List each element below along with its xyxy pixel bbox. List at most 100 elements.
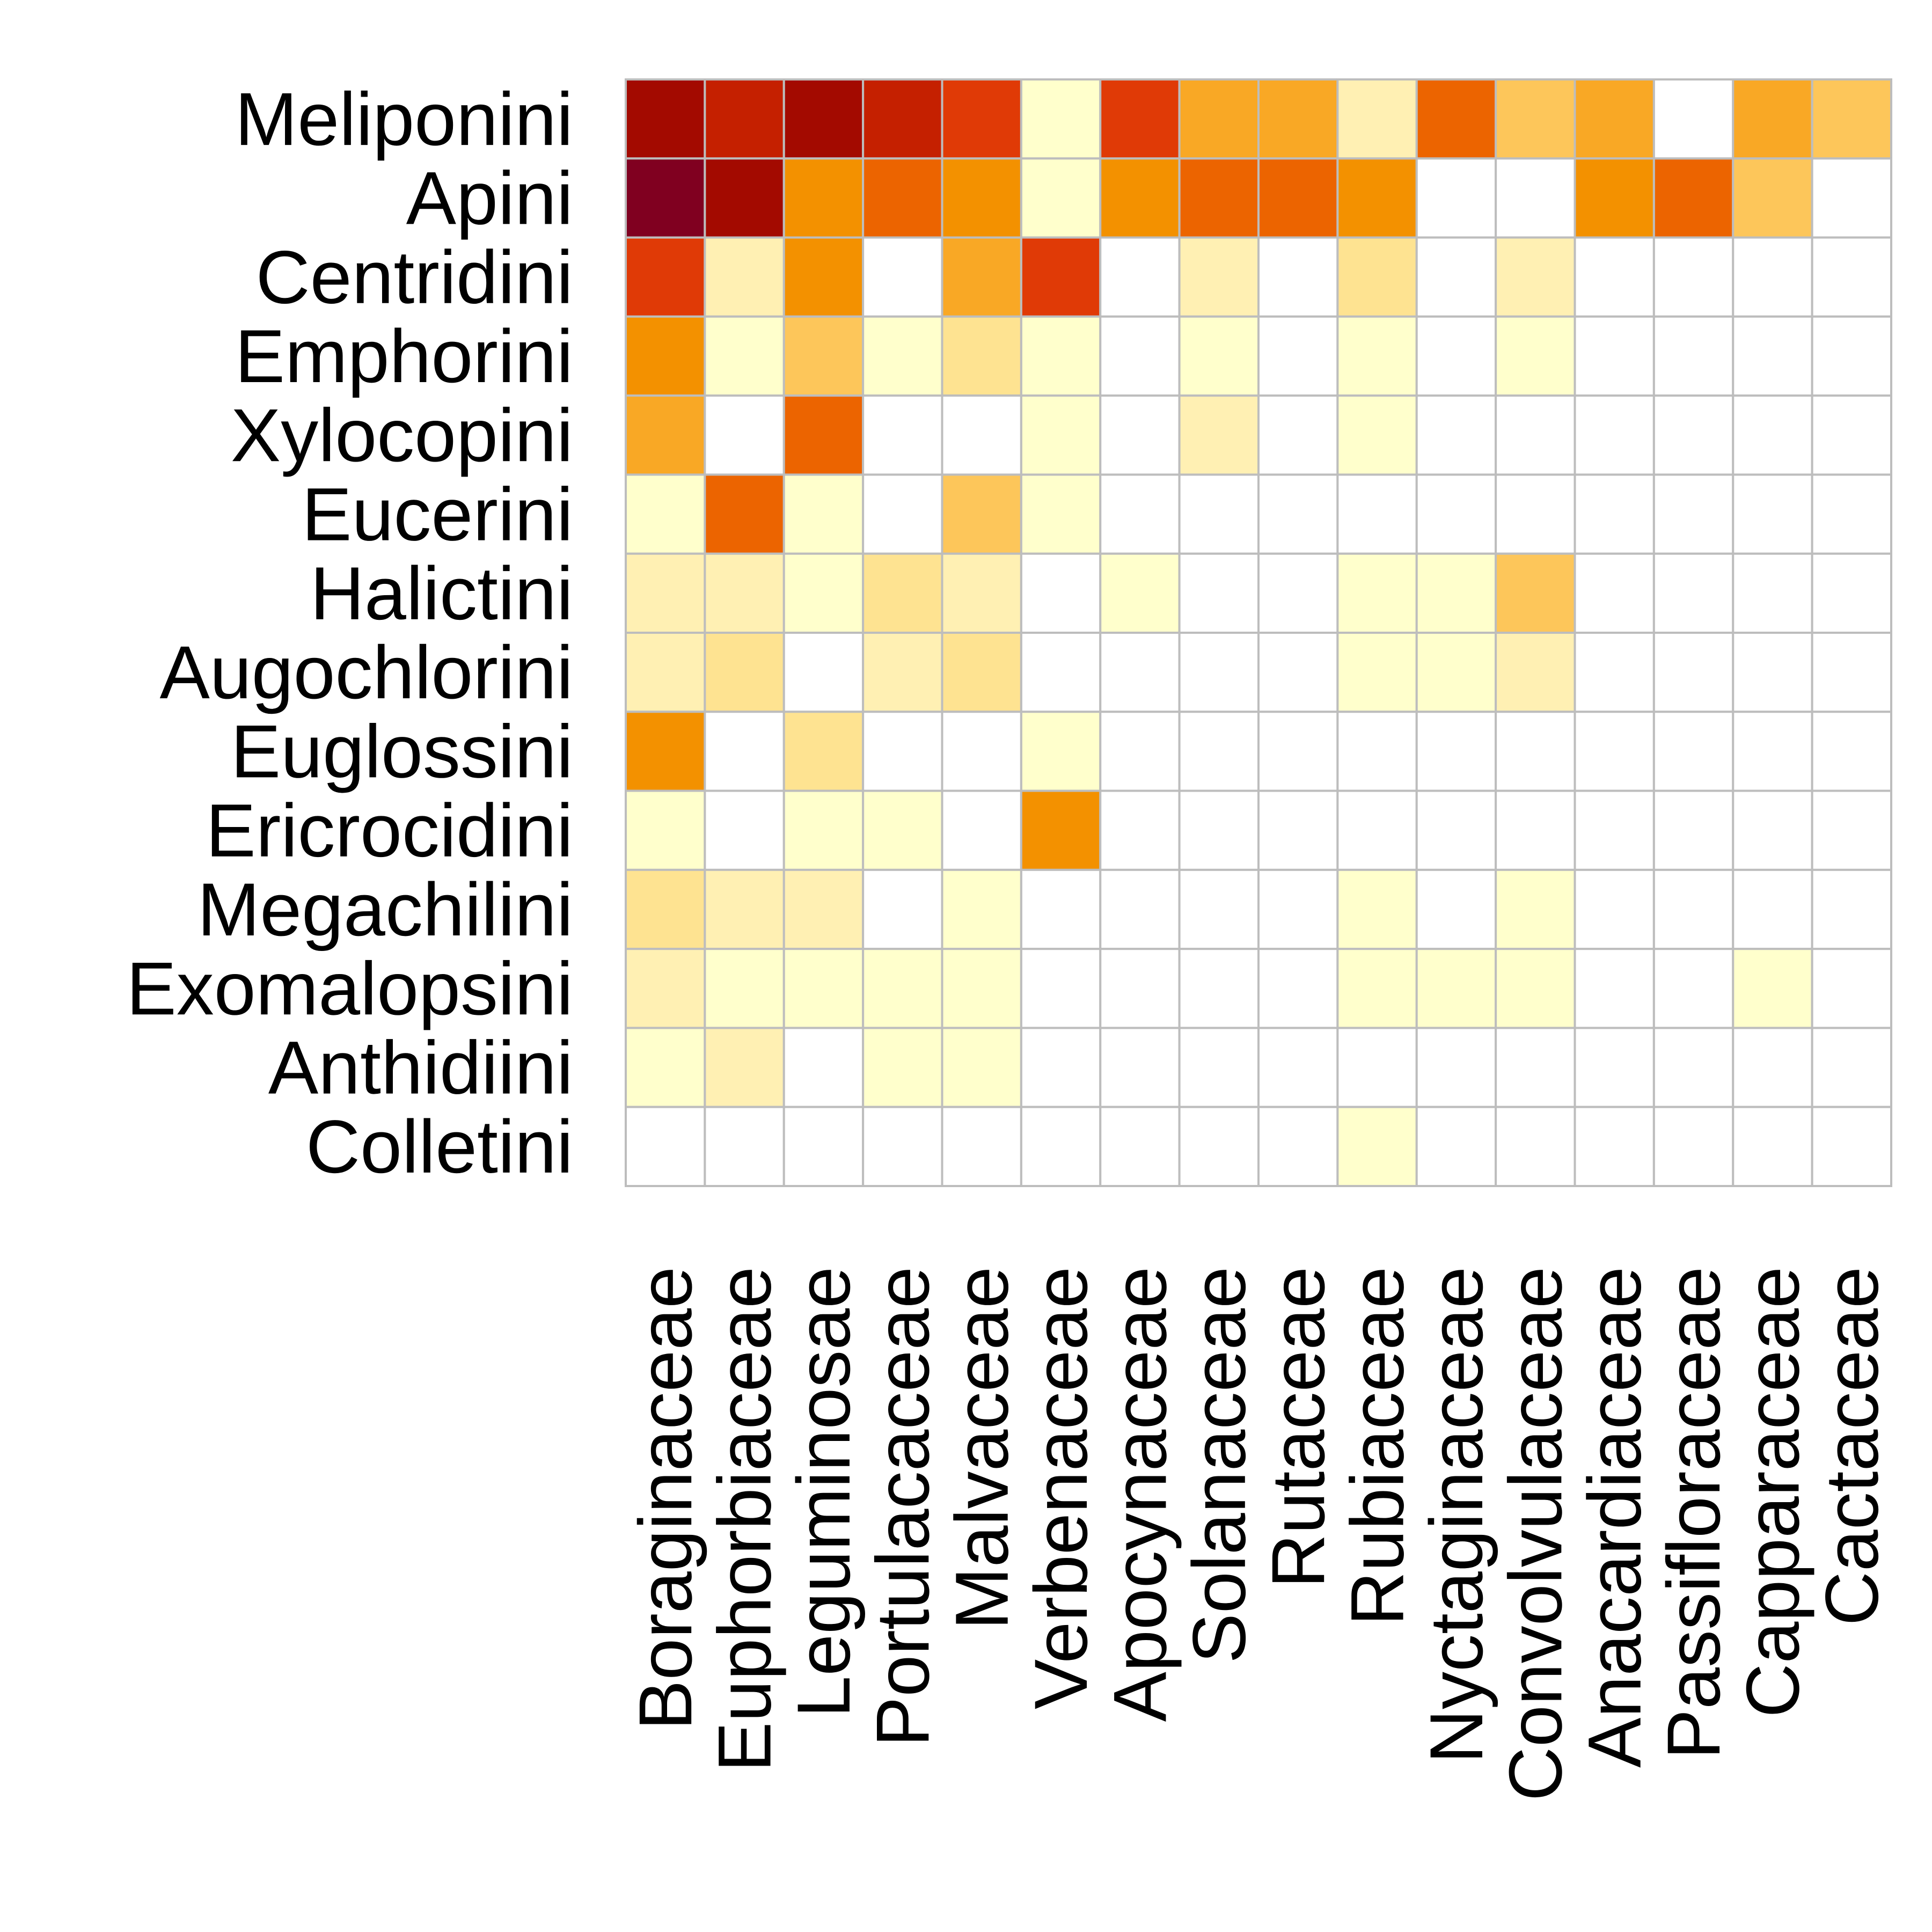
heatmap-cell-centridini-malvaceae xyxy=(941,236,1022,318)
heatmap-cell-eucerini-cactaceae xyxy=(1811,473,1892,555)
heatmap-cell-centridini-leguminosae xyxy=(782,236,865,318)
heatmap-cell-eucerini-verbenaceae xyxy=(1020,473,1102,555)
heatmap-cell-apini-anacardiaceae xyxy=(1574,157,1655,239)
heatmap-cell-megachilini-cactaceae xyxy=(1811,868,1892,950)
column-label-leguminosae: Leguminosae xyxy=(781,1267,866,1718)
heatmap-cell-halictini-anacardiaceae xyxy=(1574,552,1655,634)
heatmap-cell-ericrocidini-capparaceae xyxy=(1732,789,1813,871)
heatmap-cell-anthidiini-rutaceae xyxy=(1257,1027,1339,1108)
heatmap-cell-euglossini-apocynaceae xyxy=(1099,711,1181,792)
heatmap-cell-emphorini-solanaceae xyxy=(1178,315,1260,397)
heatmap-cell-exomalopsini-portulacaceae xyxy=(862,948,943,1029)
heatmap-cell-megachilini-verbenaceae xyxy=(1020,868,1102,950)
heatmap-cell-meliponini-euphorbiaceae xyxy=(704,78,785,160)
heatmap-cell-meliponini-verbenaceae xyxy=(1020,78,1102,160)
column-label-nyctaginaceae: Nyctaginaceae xyxy=(1414,1267,1498,1763)
heatmap-cell-eucerini-solanaceae xyxy=(1178,473,1260,555)
heatmap-cell-meliponini-cactaceae xyxy=(1811,78,1892,160)
heatmap-cell-ericrocidini-rubiaceae xyxy=(1336,789,1418,871)
column-label-portulacaceae: Portulacaceae xyxy=(860,1267,945,1747)
heatmap-cell-xylocopini-malvaceae xyxy=(941,394,1022,476)
heatmap-cell-eucerini-rubiaceae xyxy=(1336,473,1418,555)
column-label-convolvulaceae: Convolvulaceae xyxy=(1493,1267,1577,1801)
heatmap-cell-apini-rutaceae xyxy=(1257,157,1339,239)
heatmap-cell-halictini-euphorbiaceae xyxy=(704,552,785,634)
heatmap-cell-ericrocidini-apocynaceae xyxy=(1099,789,1181,871)
heatmap-cell-anthidiini-convolvulaceae xyxy=(1495,1027,1576,1108)
row-label-augochlorini: Augochlorini xyxy=(160,630,573,714)
heatmap-cell-augochlorini-capparaceae xyxy=(1732,632,1813,713)
heatmap-cell-centridini-convolvulaceae xyxy=(1495,236,1576,318)
row-label-ericrocidini: Ericrocidini xyxy=(206,788,573,873)
heatmap-cell-apini-euphorbiaceae xyxy=(704,157,785,239)
heatmap-cell-megachilini-apocynaceae xyxy=(1099,868,1181,950)
heatmap-cell-euglossini-euphorbiaceae xyxy=(704,711,785,792)
heatmap-cell-exomalopsini-convolvulaceae xyxy=(1495,948,1576,1029)
heatmap-cell-centridini-boraginaceae xyxy=(625,236,706,318)
heatmap-cell-ericrocidini-portulacaceae xyxy=(862,789,943,871)
heatmap-cell-exomalopsini-nyctaginaceae xyxy=(1415,948,1497,1029)
heatmap-cell-xylocopini-boraginaceae xyxy=(625,394,706,476)
heatmap-cell-ericrocidini-leguminosae xyxy=(782,789,865,871)
heatmap-cell-centridini-verbenaceae xyxy=(1020,236,1102,318)
heatmap-cell-augochlorini-passifloraceae xyxy=(1652,632,1735,713)
column-label-verbenaceae: Verbenaceae xyxy=(1019,1267,1103,1709)
heatmap-cell-colletini-euphorbiaceae xyxy=(704,1106,785,1188)
heatmap-cell-exomalopsini-rutaceae xyxy=(1257,948,1339,1029)
heatmap-cell-exomalopsini-rubiaceae xyxy=(1336,948,1418,1029)
heatmap-cell-euglossini-leguminosae xyxy=(782,711,865,792)
heatmap-cell-augochlorini-solanaceae xyxy=(1178,632,1260,713)
heatmap-cell-exomalopsini-verbenaceae xyxy=(1020,948,1102,1029)
heatmap-cell-apini-rubiaceae xyxy=(1336,157,1418,239)
heatmap-cell-xylocopini-euphorbiaceae xyxy=(704,394,785,476)
heatmap-cell-meliponini-portulacaceae xyxy=(862,78,943,160)
heatmap-cell-halictini-boraginaceae xyxy=(625,552,706,634)
heatmap-cell-ericrocidini-solanaceae xyxy=(1178,789,1260,871)
heatmap-cell-exomalopsini-anacardiaceae xyxy=(1574,948,1655,1029)
heatmap-cell-meliponini-rutaceae xyxy=(1257,78,1339,160)
column-label-passifloraceae: Passifloraceae xyxy=(1651,1267,1736,1759)
heatmap-cell-exomalopsini-malvaceae xyxy=(941,948,1022,1029)
heatmap-cell-eucerini-capparaceae xyxy=(1732,473,1813,555)
heatmap-cell-apini-nyctaginaceae xyxy=(1415,157,1497,239)
heatmap-cell-exomalopsini-boraginaceae xyxy=(625,948,706,1029)
heatmap-cell-xylocopini-anacardiaceae xyxy=(1574,394,1655,476)
heatmap-cell-ericrocidini-convolvulaceae xyxy=(1495,789,1576,871)
column-label-solanaceae: Solanaceae xyxy=(1177,1267,1261,1664)
heatmap-cell-meliponini-malvaceae xyxy=(941,78,1022,160)
heatmap-cell-halictini-malvaceae xyxy=(941,552,1022,634)
heatmap-cell-centridini-nyctaginaceae xyxy=(1415,236,1497,318)
heatmap-cell-exomalopsini-capparaceae xyxy=(1732,948,1813,1029)
column-label-cactaceae: Cactaceae xyxy=(1810,1267,1894,1626)
heatmap-cell-apini-verbenaceae xyxy=(1020,157,1102,239)
heatmap-cell-centridini-rutaceae xyxy=(1257,236,1339,318)
heatmap-cell-emphorini-apocynaceae xyxy=(1099,315,1181,397)
heatmap-cell-halictini-nyctaginaceae xyxy=(1415,552,1497,634)
heatmap-cell-augochlorini-malvaceae xyxy=(941,632,1022,713)
heatmap-cell-emphorini-leguminosae xyxy=(782,315,865,397)
heatmap-cell-centridini-anacardiaceae xyxy=(1574,236,1655,318)
heatmap-cell-anthidiini-boraginaceae xyxy=(625,1027,706,1108)
row-label-centridini: Centridini xyxy=(256,235,573,319)
heatmap-cell-euglossini-solanaceae xyxy=(1178,711,1260,792)
row-label-colletini: Colletini xyxy=(306,1104,573,1189)
heatmap-cell-meliponini-leguminosae xyxy=(782,78,865,160)
heatmap-cell-meliponini-nyctaginaceae xyxy=(1415,78,1497,160)
heatmap-cell-megachilini-rubiaceae xyxy=(1336,868,1418,950)
heatmap-cell-colletini-verbenaceae xyxy=(1020,1106,1102,1188)
heatmap-cell-emphorini-rubiaceae xyxy=(1336,315,1418,397)
heatmap-cell-megachilini-leguminosae xyxy=(782,868,865,950)
heatmap-cell-xylocopini-passifloraceae xyxy=(1652,394,1735,476)
heatmap-cell-emphorini-anacardiaceae xyxy=(1574,315,1655,397)
heatmap-cell-emphorini-verbenaceae xyxy=(1020,315,1102,397)
heatmap-cell-eucerini-malvaceae xyxy=(941,473,1022,555)
heatmap-cell-halictini-portulacaceae xyxy=(862,552,943,634)
column-label-capparaceae: Capparaceae xyxy=(1730,1267,1814,1718)
heatmap-cell-apini-passifloraceae xyxy=(1652,157,1735,239)
column-label-rutaceae: Rutaceae xyxy=(1256,1267,1340,1588)
row-label-apini: Apini xyxy=(406,156,573,240)
heatmap-cell-anthidiini-solanaceae xyxy=(1178,1027,1260,1108)
heatmap-cell-eucerini-convolvulaceae xyxy=(1495,473,1576,555)
heatmap-cell-megachilini-capparaceae xyxy=(1732,868,1813,950)
